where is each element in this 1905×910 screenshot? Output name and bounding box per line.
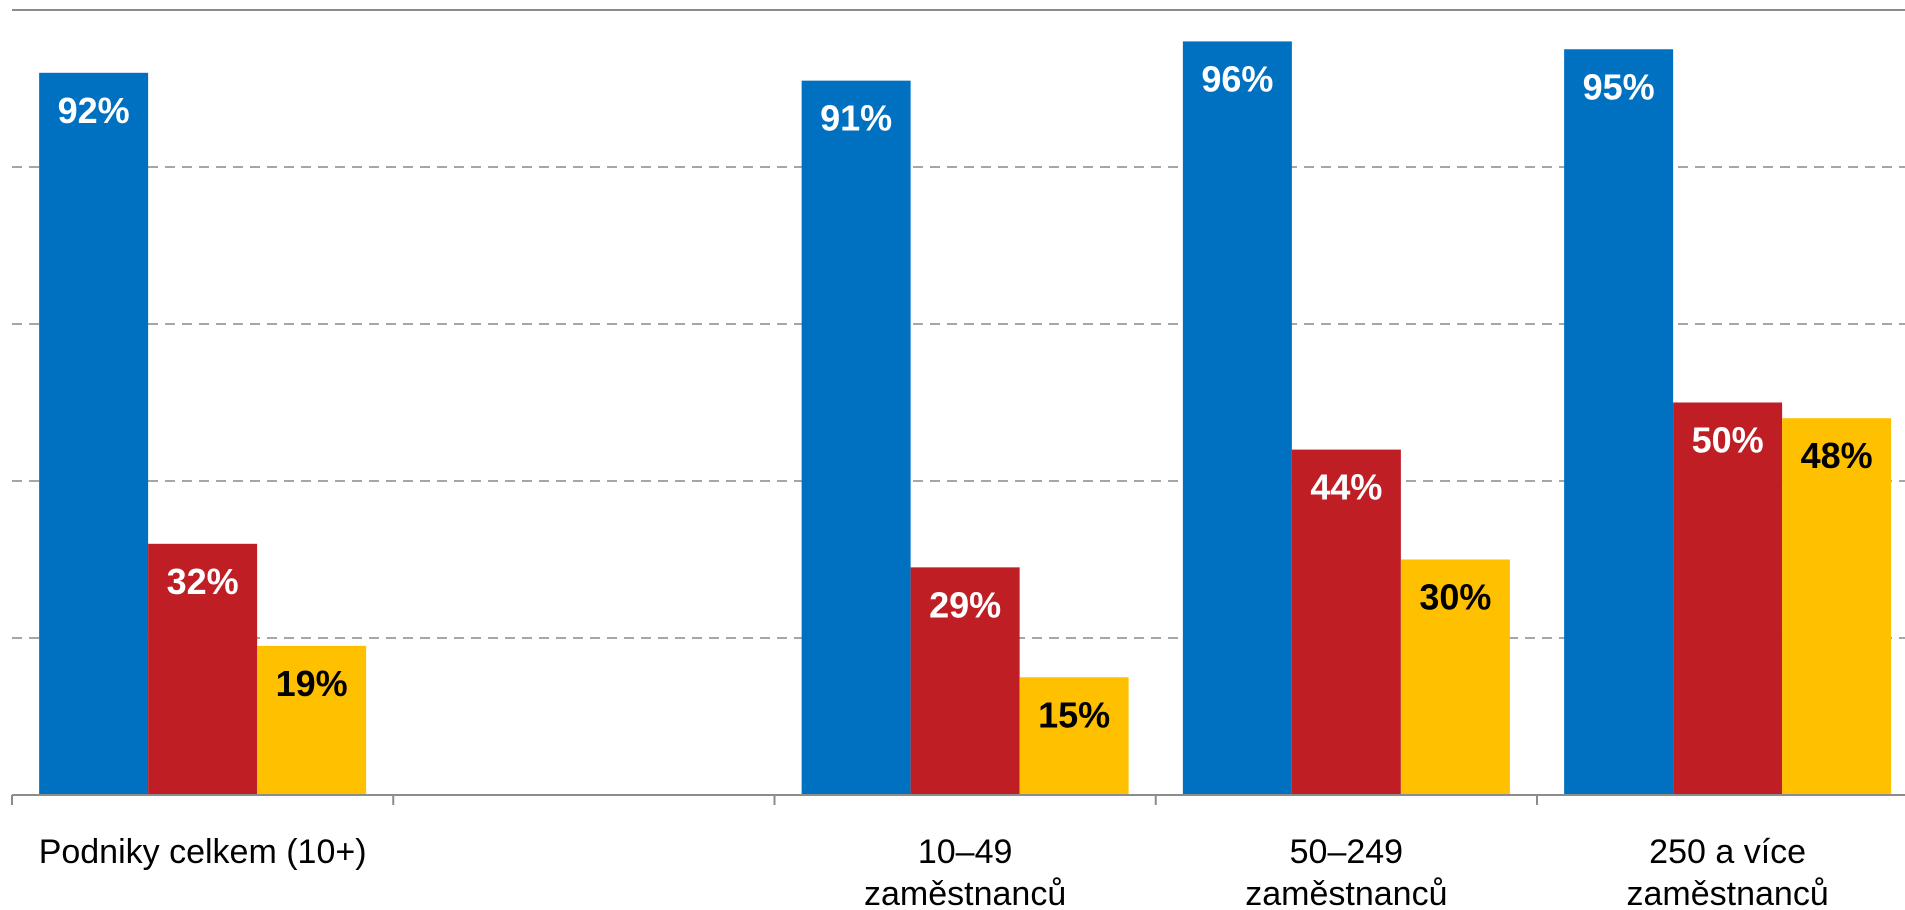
bar-value-label: 50% [1692,420,1764,461]
bars: 92% 32% 19% 91% 29% 15% 96% 44% 30% 95% 50% 48% [39,41,1892,796]
bar-value-label: 96% [1201,58,1273,99]
category-label-line: 250 a více [1649,833,1806,871]
bar [257,645,367,795]
x-axis [11,794,1905,805]
gridlines [12,9,1905,639]
bar-value-label: 30% [1419,577,1491,618]
bar [1782,418,1892,795]
bar [148,543,258,795]
bar-value-label: 15% [1038,694,1110,735]
category-label-line: Podniky celkem (10+) [39,833,367,871]
bar-value-label: 48% [1801,435,1873,476]
category-labels: Podniky celkem (10+) 10–49 zaměstnanců50–2… [39,833,1829,910]
bar-value-label: 91% [820,98,892,139]
category-label-line: zaměstnanců [864,875,1066,910]
category-label-line: 10–49 [918,833,1013,871]
category-label-line: zaměstnanců [1245,875,1447,910]
bar [1291,449,1401,795]
bar-value-label: 92% [58,90,130,131]
bar [1673,402,1783,795]
bar-value-label: 32% [167,561,239,602]
bar [1019,677,1129,795]
bar [1400,559,1510,795]
bar [1182,41,1292,795]
bar [1564,49,1674,795]
bar [39,72,149,796]
bar-value-label: 44% [1310,467,1382,508]
bar [801,80,911,795]
category-label: Podniky celkem (10+) [39,833,367,871]
bar-value-label: 29% [929,584,1001,625]
category-label-line: zaměstnanců [1627,875,1829,910]
category-label-line: 50–249 [1290,833,1403,871]
bar [910,567,1020,795]
category-label: 250 a více zaměstnanců [1627,833,1829,910]
bar-value-label: 95% [1583,66,1655,107]
bar-value-label: 19% [276,663,348,704]
category-label: 50–249 zaměstnanců [1245,833,1447,910]
category-label: 10–49 zaměstnanců [864,833,1066,910]
